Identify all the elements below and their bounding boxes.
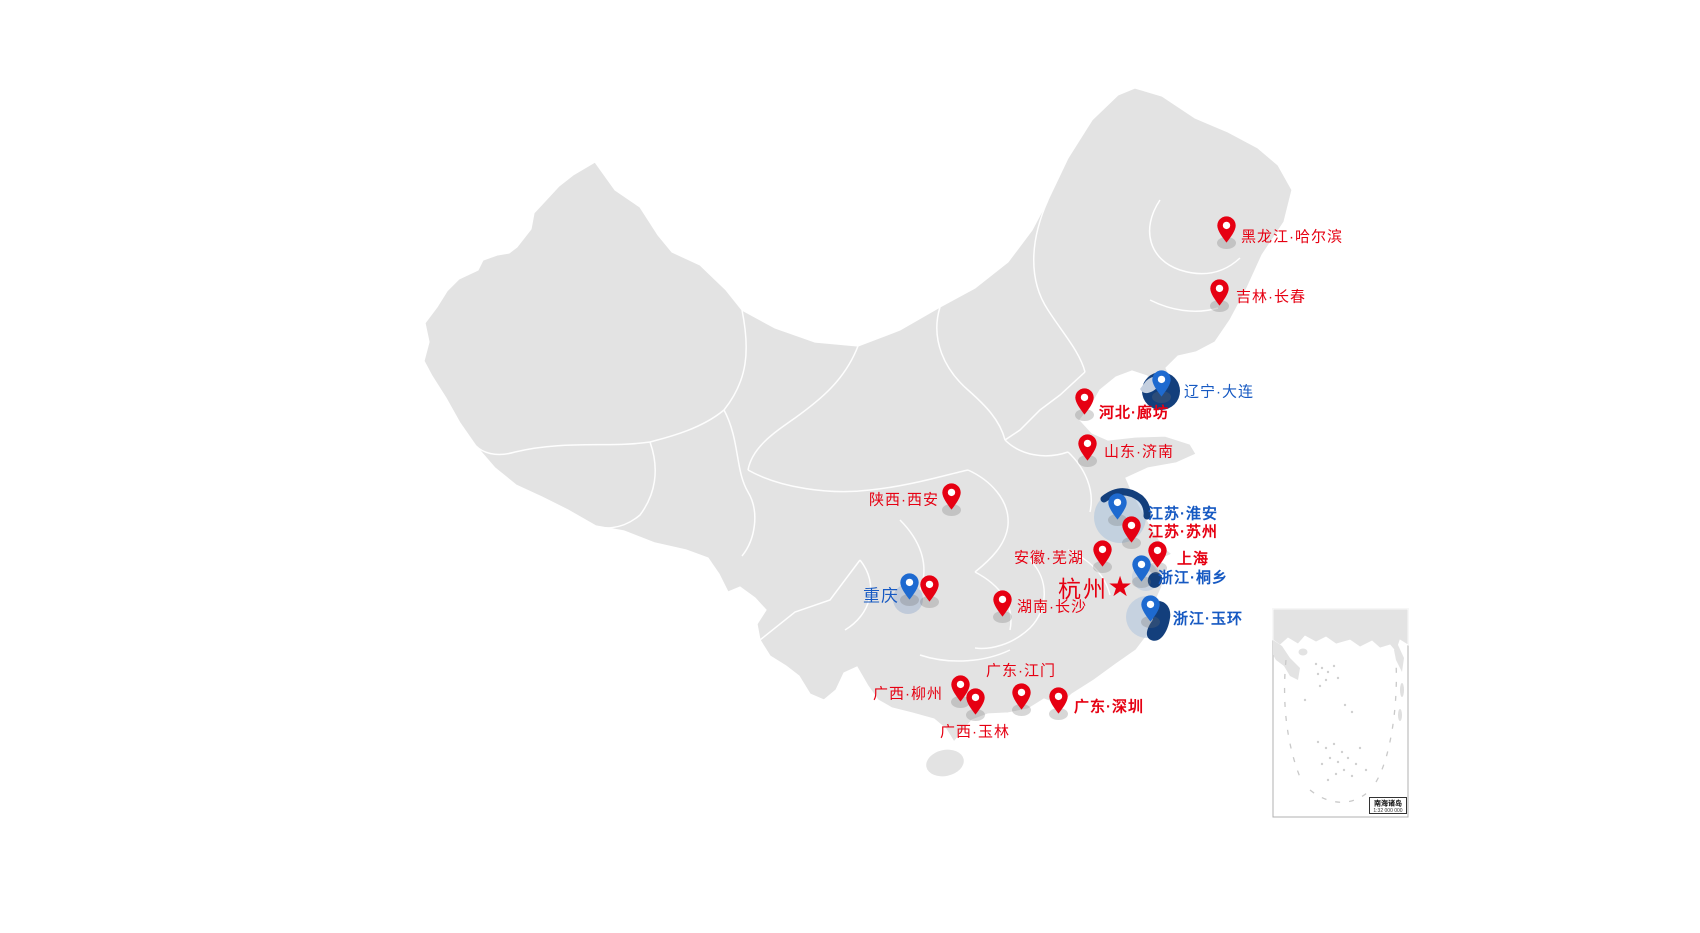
pin-shadow-hunan-changsha	[992, 611, 1012, 623]
marker-pin-guangxi-liuzhou[interactable]	[950, 674, 971, 703]
inset-scale: 1:32 000 000	[1373, 808, 1402, 814]
pin-shadow-jiangsu-huaian	[1107, 514, 1127, 526]
pin-shadow-guangdong-shenzhen	[1048, 708, 1068, 720]
pin-shadow-guangxi-liuzhou	[950, 696, 970, 708]
marker-label-anhui-wuhu: 安徽·芜湖	[1014, 549, 1084, 567]
marker-pin-guangdong-shenzhen[interactable]	[1048, 686, 1069, 715]
marker-pin-jiangsu-suzhou[interactable]	[1121, 515, 1142, 544]
inset-label-box	[1369, 797, 1407, 814]
marker-label-shanghai: 上海	[1177, 550, 1210, 568]
pin-shadow-jiangsu-suzhou	[1121, 537, 1141, 549]
tongxiang-highlight	[1147, 572, 1163, 588]
pin-shadow-chongqing-red	[919, 596, 939, 608]
pin-shadow-hebei-langfang	[1074, 409, 1094, 421]
marker-label-zhejiang-yuhuan: 浙江·玉环	[1173, 610, 1243, 628]
pin-shadow-jilin-changchun	[1209, 300, 1229, 312]
marker-pin-guangdong-jiangmen[interactable]	[1011, 682, 1032, 711]
huaian-coast-highlight	[1100, 488, 1151, 520]
taiwan-island	[1088, 630, 1108, 666]
pin-shadow-liaoning-dalian	[1151, 391, 1171, 403]
pin-shadow-shaanxi-xian	[941, 504, 961, 516]
inset-title: 南海诸岛	[1374, 799, 1402, 808]
marker-label-guangdong-shenzhen: 广东·深圳	[1074, 698, 1144, 716]
marker-label-heilongjiang-haerbin: 黑龙江·哈尔滨	[1241, 228, 1343, 246]
marker-pin-chongqing-red[interactable]	[919, 574, 940, 603]
pin-shadow-guangxi-yulin	[965, 709, 985, 721]
marker-pin-zhejiang-yuhuan[interactable]	[1140, 594, 1161, 623]
marker-label-zhejiang-tongxiang: 浙江·桐乡	[1158, 569, 1228, 587]
inset-luzon	[1394, 645, 1404, 672]
marker-label-jiangsu-suzhou: 江苏·苏州	[1148, 523, 1218, 541]
marker-pin-shaanxi-xian[interactable]	[941, 482, 962, 511]
marker-pin-heilongjiang-haerbin[interactable]	[1216, 215, 1237, 244]
marker-pin-anhui-wuhu[interactable]	[1092, 539, 1113, 568]
headquarters-star-icon[interactable]: ★	[1107, 570, 1133, 602]
marker-pin-guangxi-yulin[interactable]	[965, 687, 986, 716]
marker-label-chongqing: 重庆	[863, 586, 899, 606]
marker-label-shandong-jinan: 山东·济南	[1104, 443, 1174, 461]
headquarters-label: 杭州	[1058, 576, 1108, 602]
marker-pin-zhejiang-tongxiang[interactable]	[1131, 554, 1152, 583]
marker-label-liaoning-dalian: 辽宁·大连	[1184, 383, 1254, 401]
inset-indochina	[1273, 640, 1300, 680]
south-china-sea-inset: 南海诸岛 1:32 000 000	[1272, 608, 1409, 818]
pin-shadow-chongqing	[899, 594, 919, 606]
hainan-island	[926, 749, 964, 777]
marker-pin-jilin-changchun[interactable]	[1209, 278, 1230, 307]
inset-coast	[1272, 608, 1409, 653]
pin-shadow-anhui-wuhu	[1092, 561, 1112, 573]
marker-pin-jiangsu-huaian[interactable]	[1107, 492, 1128, 521]
marker-pin-shanghai[interactable]	[1147, 540, 1168, 569]
marker-label-jilin-changchun: 吉林·长春	[1236, 288, 1306, 306]
marker-pin-hunan-changsha[interactable]	[992, 589, 1013, 618]
marker-pin-chongqing[interactable]	[899, 572, 920, 601]
pin-shadow-zhejiang-yuhuan	[1140, 616, 1160, 628]
marker-label-shaanxi-xian: 陕西·西安	[869, 491, 939, 509]
chongqing-halo	[893, 584, 923, 614]
inset-dash-line	[1283, 659, 1397, 803]
marker-pin-shandong-jinan[interactable]	[1077, 433, 1098, 462]
pin-shadow-heilongjiang-haerbin	[1216, 237, 1236, 249]
province-borders	[475, 199, 1241, 662]
marker-label-jiangsu-huaian: 江苏·淮安	[1148, 505, 1218, 523]
pin-shadow-zhejiang-tongxiang	[1131, 576, 1151, 588]
marker-label-guangxi-yulin: 广西·玉林	[940, 723, 1010, 741]
pin-shadow-guangdong-jiangmen	[1011, 704, 1031, 716]
marker-pin-hebei-langfang[interactable]	[1074, 387, 1095, 416]
marker-label-hebei-langfang: 河北·廊坊	[1099, 404, 1169, 422]
marker-label-hunan-changsha: 湖南·长沙	[1017, 598, 1087, 616]
inset-islands	[1303, 662, 1368, 782]
pin-shadow-shandong-jinan	[1077, 455, 1097, 467]
marker-label-guangdong-jiangmen: 广东·江门	[986, 662, 1056, 680]
inset-hainan	[1298, 648, 1308, 656]
marker-pin-liaoning-dalian[interactable]	[1151, 369, 1172, 398]
pin-shadow-shanghai	[1147, 562, 1167, 574]
marker-label-guangxi-liuzhou: 广西·柳州	[873, 685, 943, 703]
